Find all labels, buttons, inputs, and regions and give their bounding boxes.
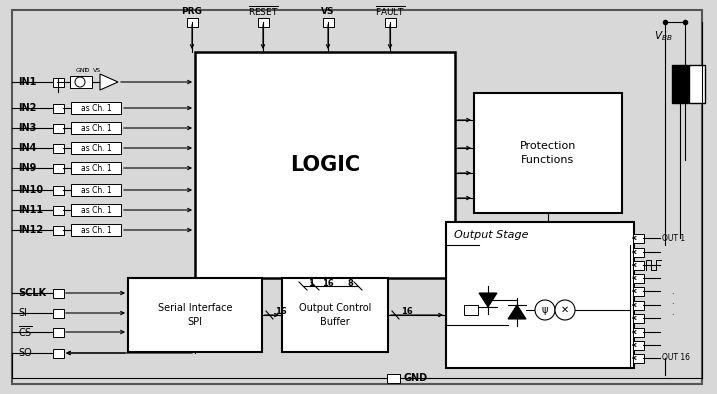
Text: as Ch. 1: as Ch. 1 (80, 225, 111, 234)
Text: OUT 1: OUT 1 (662, 234, 685, 242)
Bar (387, 374, 400, 383)
Bar (464, 305, 478, 315)
Bar (53, 328, 64, 337)
Circle shape (75, 77, 85, 87)
Text: T: T (84, 67, 88, 72)
Text: 16: 16 (401, 307, 413, 316)
Bar (672, 65, 688, 103)
Text: 16: 16 (275, 307, 287, 316)
Text: 16: 16 (322, 279, 333, 288)
Text: VS: VS (321, 6, 335, 15)
Text: as Ch. 1: as Ch. 1 (80, 206, 111, 214)
Bar (71, 162, 121, 174)
Text: Functions: Functions (521, 155, 574, 165)
Bar (633, 314, 644, 323)
Bar (53, 144, 64, 153)
Bar (187, 18, 198, 27)
Text: IN9: IN9 (18, 163, 37, 173)
Text: SI: SI (18, 308, 27, 318)
Bar (70, 76, 92, 88)
Text: $\overline{\mathrm{FAULT}}$: $\overline{\mathrm{FAULT}}$ (375, 4, 405, 18)
Text: IN10: IN10 (18, 185, 43, 195)
Bar (53, 186, 64, 195)
Bar (446, 222, 634, 368)
Circle shape (535, 300, 555, 320)
Text: $\overline{\mathrm{RESET}}$: $\overline{\mathrm{RESET}}$ (247, 4, 278, 18)
Text: Output Stage: Output Stage (454, 230, 528, 240)
Text: as Ch. 1: as Ch. 1 (80, 186, 111, 195)
Text: PRG: PRG (181, 6, 202, 15)
Text: Buffer: Buffer (320, 317, 350, 327)
Bar (195, 52, 455, 278)
Text: GND: GND (76, 67, 90, 72)
Bar (71, 122, 121, 134)
Text: SPI: SPI (188, 317, 202, 327)
Text: LOGIC: LOGIC (290, 155, 360, 175)
Bar (71, 142, 121, 154)
Text: IN4: IN4 (18, 143, 37, 153)
Text: ✕: ✕ (561, 305, 569, 315)
Bar (633, 341, 644, 350)
Text: as Ch. 1: as Ch. 1 (80, 143, 111, 152)
Bar (633, 328, 644, 337)
Bar (71, 204, 121, 216)
Bar (53, 104, 64, 113)
Text: as Ch. 1: as Ch. 1 (80, 164, 111, 173)
Text: IN11: IN11 (18, 205, 43, 215)
Circle shape (555, 300, 575, 320)
Bar (53, 309, 64, 318)
Bar (71, 224, 121, 236)
Text: IN12: IN12 (18, 225, 43, 235)
Text: GND: GND (403, 373, 427, 383)
Text: IN1: IN1 (18, 77, 37, 87)
Text: IN2: IN2 (18, 103, 37, 113)
Bar (71, 102, 121, 114)
Text: Output Control: Output Control (299, 303, 371, 313)
Bar (689, 65, 705, 103)
Bar (53, 349, 64, 358)
Polygon shape (479, 293, 497, 307)
Bar (474, 93, 622, 213)
Text: 1: 1 (308, 279, 314, 288)
Bar (633, 234, 644, 243)
Bar (282, 278, 388, 352)
Text: IN3: IN3 (18, 123, 37, 133)
Bar (385, 18, 396, 27)
Text: $\overline{\mathrm{CS}}$: $\overline{\mathrm{CS}}$ (18, 325, 33, 339)
Bar (258, 18, 269, 27)
Text: SCLK: SCLK (18, 288, 46, 298)
Text: SO: SO (18, 348, 32, 358)
Bar (53, 164, 64, 173)
Bar (128, 278, 262, 352)
Text: Serial Interface: Serial Interface (158, 303, 232, 313)
Bar (53, 226, 64, 235)
Bar (633, 261, 644, 270)
Text: OUT 16: OUT 16 (662, 353, 690, 362)
Bar (633, 274, 644, 283)
Bar (633, 287, 644, 296)
Text: ·
·
·: · · · (670, 290, 673, 320)
Bar (633, 301, 644, 310)
Text: VS: VS (93, 67, 101, 72)
Bar (633, 248, 644, 257)
Text: $V_{BB}$: $V_{BB}$ (654, 29, 673, 43)
Polygon shape (508, 305, 526, 319)
Bar (53, 206, 64, 215)
Text: 8: 8 (347, 279, 353, 288)
Bar (323, 18, 334, 27)
Bar (633, 354, 644, 363)
Polygon shape (100, 74, 118, 90)
Bar (53, 289, 64, 298)
Bar (71, 184, 121, 196)
Text: Protection: Protection (520, 141, 576, 151)
Text: as Ch. 1: as Ch. 1 (80, 123, 111, 132)
Text: as Ch. 1: as Ch. 1 (80, 104, 111, 113)
Text: ψ: ψ (542, 305, 549, 315)
Bar (53, 124, 64, 133)
Bar (53, 78, 64, 87)
